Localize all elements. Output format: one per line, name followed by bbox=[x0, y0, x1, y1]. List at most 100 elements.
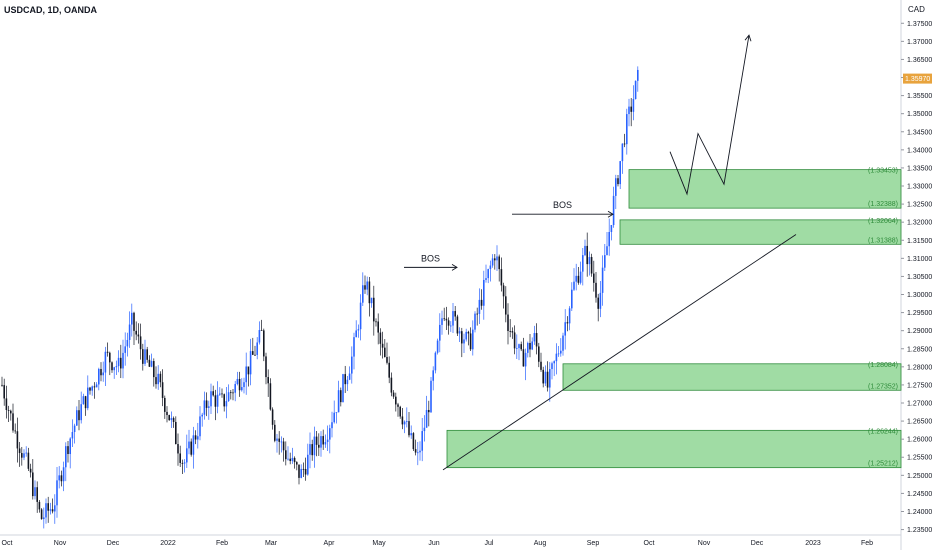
candle-body bbox=[287, 458, 289, 460]
candle-body bbox=[219, 393, 221, 395]
candle-body bbox=[582, 255, 584, 272]
candle-body bbox=[254, 354, 256, 356]
candle-body bbox=[267, 377, 269, 384]
candle-body bbox=[450, 325, 452, 327]
candle-body bbox=[293, 457, 296, 463]
candle-body bbox=[133, 312, 135, 331]
candle-body bbox=[381, 343, 384, 348]
candle-body bbox=[164, 397, 166, 412]
chart-title: USDCAD, 1D, OANDA bbox=[4, 5, 98, 15]
y-tick-label: 1.25500 bbox=[907, 455, 932, 462]
candle-body bbox=[18, 448, 21, 454]
candle-body bbox=[593, 273, 595, 283]
candle-body bbox=[577, 275, 580, 283]
x-tick-label: Mar bbox=[265, 540, 278, 547]
candle-body bbox=[619, 161, 621, 185]
candle-body bbox=[384, 347, 386, 358]
candle-body bbox=[238, 378, 241, 391]
candle-body bbox=[623, 143, 626, 145]
candle-body bbox=[179, 453, 181, 463]
candle-body bbox=[78, 410, 80, 421]
y-tick-label: 1.30500 bbox=[907, 274, 932, 281]
candle-body bbox=[32, 472, 34, 497]
x-tick-label: May bbox=[372, 540, 386, 547]
candle-body bbox=[406, 421, 408, 422]
candle-body bbox=[496, 256, 498, 261]
candle-body bbox=[212, 391, 214, 396]
candle-body bbox=[144, 349, 146, 364]
demand-zone bbox=[619, 219, 902, 245]
candle-body bbox=[197, 436, 199, 440]
zone-bottom-label: (1.25212) bbox=[868, 461, 898, 468]
zone-top-label: (1.28084) bbox=[868, 362, 898, 369]
candle-body bbox=[331, 422, 333, 429]
candle-body bbox=[60, 475, 63, 482]
candle-body bbox=[595, 282, 597, 298]
candle-body bbox=[379, 332, 382, 344]
candle-body bbox=[474, 313, 476, 330]
candle-body bbox=[271, 409, 274, 425]
candle-body bbox=[304, 468, 307, 475]
bos-label: BOS bbox=[553, 200, 572, 210]
candle-body bbox=[346, 379, 349, 385]
y-tick-label: 1.24500 bbox=[907, 491, 932, 498]
candle-body bbox=[309, 444, 311, 455]
candle-body bbox=[62, 467, 65, 482]
candle-body bbox=[566, 322, 569, 324]
candle-body bbox=[348, 373, 351, 380]
candle-body bbox=[417, 452, 419, 454]
candle-body bbox=[507, 314, 509, 332]
candle-body bbox=[117, 357, 120, 367]
candle-body bbox=[223, 394, 225, 407]
candle-body bbox=[146, 349, 148, 360]
zone-bottom-label: (1.31388) bbox=[868, 237, 898, 244]
candle-body bbox=[456, 316, 459, 334]
candle-body bbox=[300, 468, 302, 478]
candle-body bbox=[368, 281, 371, 304]
x-tick-label: Aug bbox=[534, 540, 547, 547]
candle-body bbox=[326, 439, 329, 443]
y-tick-label: 1.23500 bbox=[907, 527, 932, 534]
candle-body bbox=[324, 442, 327, 445]
candle-body bbox=[183, 462, 186, 464]
candle-body bbox=[190, 441, 192, 455]
x-tick-label: Oct bbox=[2, 540, 13, 547]
candle-body bbox=[58, 475, 60, 481]
candle-body bbox=[7, 409, 10, 411]
x-tick-label: Apr bbox=[324, 540, 336, 547]
candle-body bbox=[428, 409, 430, 413]
demand-zone bbox=[562, 363, 902, 391]
candle-body bbox=[524, 352, 527, 367]
candle-body bbox=[628, 106, 630, 115]
candle-body bbox=[485, 278, 487, 280]
y-tick-label: 1.36500 bbox=[907, 57, 932, 64]
candle-body bbox=[3, 385, 5, 399]
candle-body bbox=[311, 444, 313, 456]
zone-bottom-label: (1.27352) bbox=[868, 383, 898, 390]
candle-body bbox=[432, 370, 434, 381]
candle-body bbox=[40, 509, 43, 520]
candle-body bbox=[113, 367, 115, 371]
candle-body bbox=[43, 517, 45, 520]
candle-body bbox=[513, 332, 516, 349]
y-tick-label: 1.28000 bbox=[907, 364, 932, 371]
candle-body bbox=[520, 344, 522, 350]
candle-body bbox=[208, 406, 210, 408]
candle-body bbox=[423, 427, 426, 432]
candle-body bbox=[234, 384, 236, 393]
candle-body bbox=[241, 387, 243, 391]
candle-body bbox=[434, 352, 437, 371]
candle-body bbox=[106, 351, 109, 353]
candle-body bbox=[535, 333, 538, 347]
y-tick-label: 1.33000 bbox=[907, 184, 932, 191]
candle-body bbox=[430, 380, 432, 413]
candle-body bbox=[439, 324, 441, 341]
candle-body bbox=[25, 452, 27, 454]
y-tick-label: 1.37500 bbox=[907, 21, 932, 28]
candle-body bbox=[181, 462, 184, 464]
candle-body bbox=[315, 436, 318, 445]
candle-body bbox=[414, 449, 417, 453]
candle-body bbox=[511, 331, 514, 333]
candle-body bbox=[364, 285, 366, 290]
